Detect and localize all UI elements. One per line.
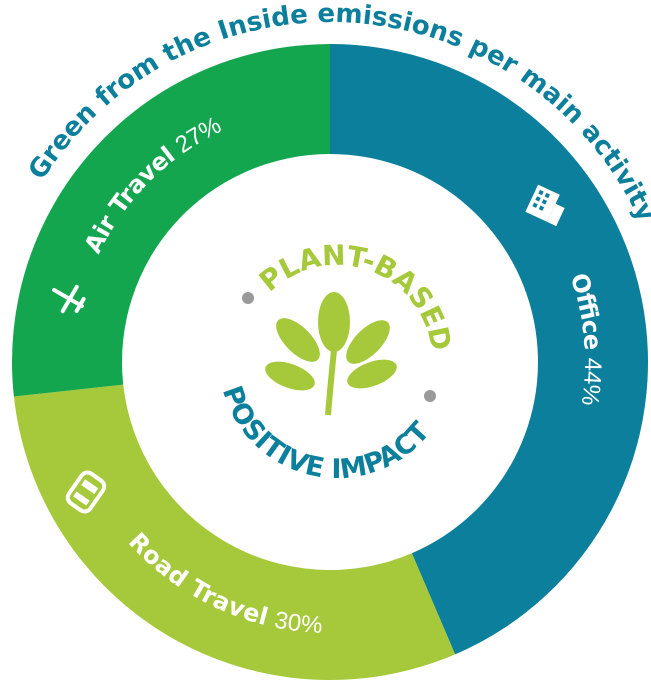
dot <box>424 390 436 402</box>
leaf-icon <box>261 292 400 415</box>
dot <box>242 292 254 304</box>
segment <box>12 44 330 397</box>
badge-bottom: POSITIVE IMPACT <box>216 382 436 486</box>
chart: PLANT-BASEDPOSITIVE IMPACT Office 44%Roa… <box>0 0 651 684</box>
badge-bottom-path: POSITIVE IMPACT <box>216 382 436 486</box>
value-label: 44% <box>576 358 606 408</box>
